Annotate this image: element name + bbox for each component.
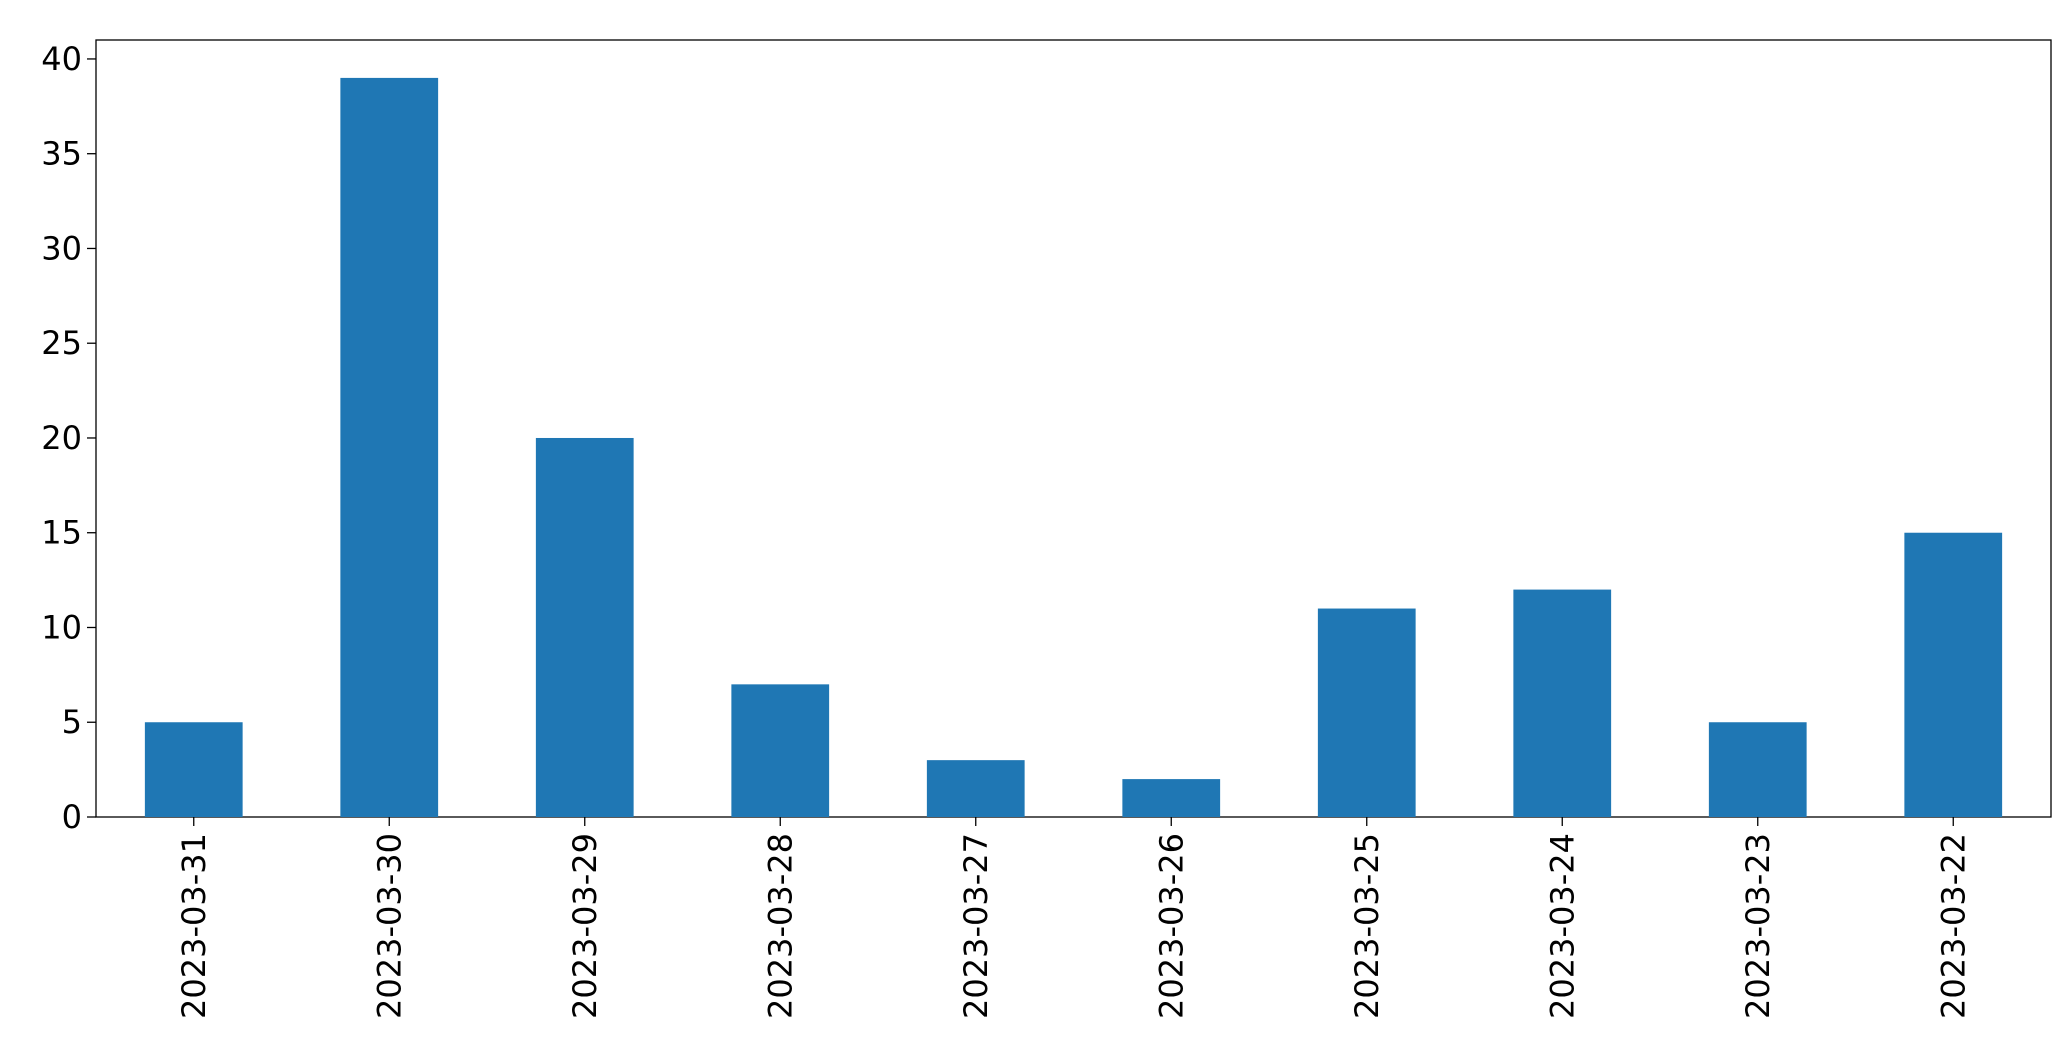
- x-tick-label: 2023-03-27: [957, 833, 995, 1019]
- x-tick-label: 2023-03-28: [761, 833, 799, 1019]
- bar: [1708, 722, 1807, 817]
- bar: [535, 437, 634, 817]
- y-tick-label: 5: [62, 703, 82, 741]
- x-tick-label: 2023-03-25: [1348, 833, 1386, 1019]
- x-tick-label: 2023-03-22: [1934, 833, 1972, 1019]
- x-tick-label: 2023-03-29: [566, 833, 604, 1019]
- bar: [144, 722, 243, 817]
- y-tick-label: 25: [41, 324, 82, 362]
- y-tick-label: 15: [41, 514, 82, 552]
- y-tick-label: 35: [41, 135, 82, 173]
- bar: [340, 77, 439, 817]
- y-tick-label: 20: [41, 419, 82, 457]
- y-tick-label: 10: [41, 608, 82, 646]
- y-tick-label: 0: [62, 798, 82, 836]
- plot-frame: [95, 39, 2052, 818]
- x-tick-label: 2023-03-24: [1543, 833, 1581, 1019]
- bar: [731, 684, 830, 817]
- bar: [1317, 608, 1416, 817]
- bar: [1513, 589, 1612, 817]
- x-tick-label: 2023-03-30: [370, 833, 408, 1019]
- x-tick-label: 2023-03-26: [1152, 833, 1190, 1019]
- bar: [926, 760, 1025, 817]
- y-tick-label: 30: [41, 229, 82, 267]
- x-tick-label: 2023-03-31: [175, 833, 213, 1019]
- bar: [1904, 532, 2003, 817]
- x-tick-label: 2023-03-23: [1739, 833, 1777, 1019]
- bar: [1122, 779, 1221, 817]
- y-tick-label: 40: [41, 40, 82, 78]
